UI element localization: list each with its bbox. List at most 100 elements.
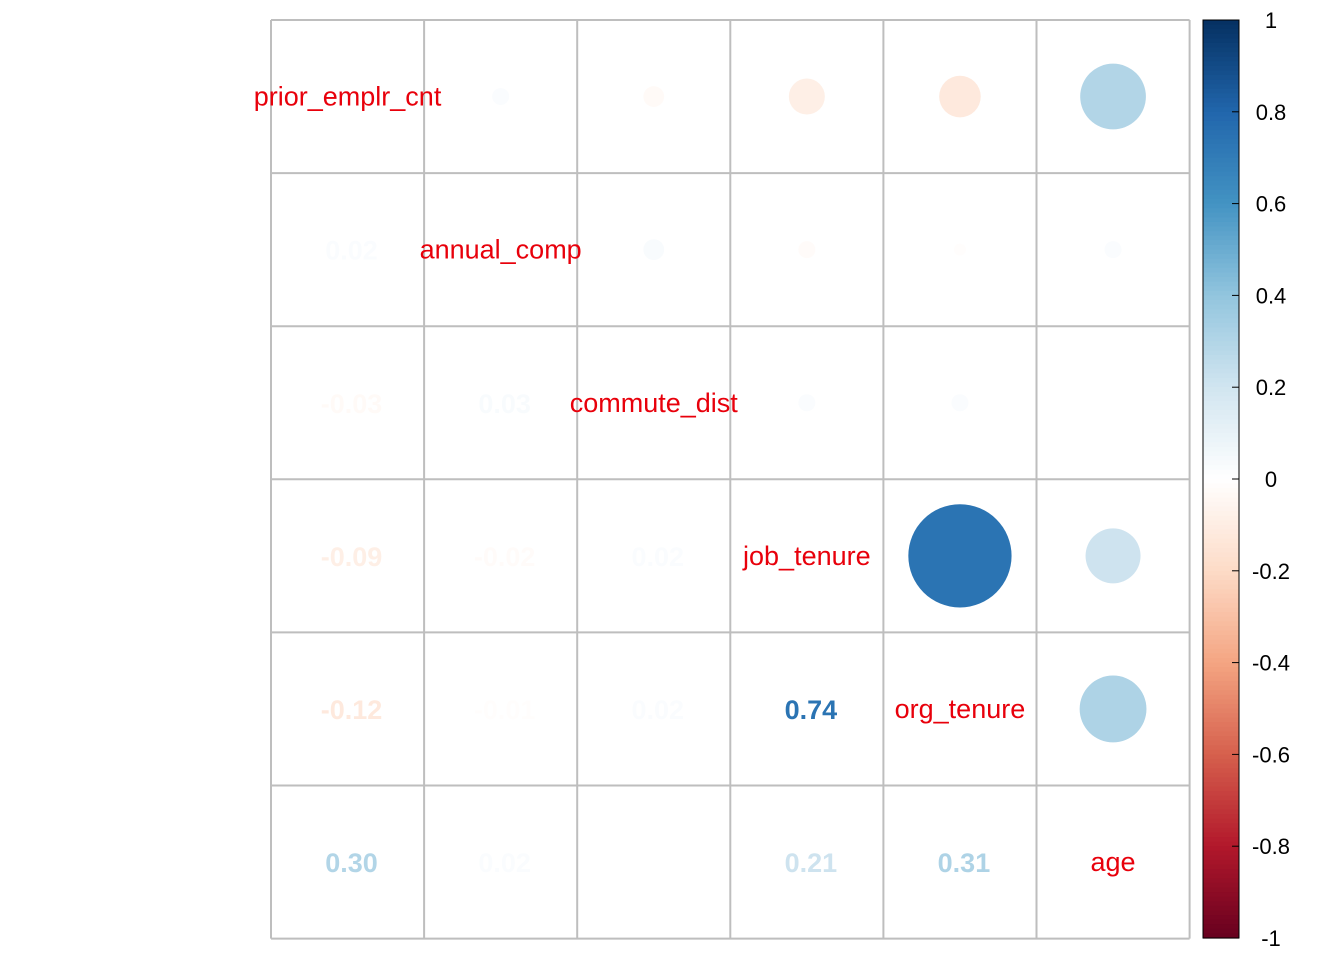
colorbar-segment xyxy=(1203,827,1239,834)
colorbar-segment xyxy=(1203,543,1239,549)
colorbar-segment xyxy=(1203,915,1239,921)
colorbar-segment xyxy=(1203,254,1239,260)
corr-value-org_tenure-annual_comp: -0.01 xyxy=(474,695,536,725)
colorbar-segment xyxy=(1203,42,1239,49)
colorbar-segment xyxy=(1203,286,1239,292)
colorbar-tick-label: -0.8 xyxy=(1252,834,1290,859)
colorbar-segment xyxy=(1203,621,1239,627)
cell-3-0 xyxy=(271,479,425,633)
colorbar-segment xyxy=(1203,809,1239,815)
colorbar-segment xyxy=(1203,919,1239,925)
colorbar-segment xyxy=(1203,722,1239,728)
cell-5-1 xyxy=(424,785,578,939)
colorbar-segment xyxy=(1203,212,1239,218)
colorbar-segment xyxy=(1203,850,1239,856)
colorbar-segment xyxy=(1203,332,1239,338)
colorbar-segment xyxy=(1203,341,1239,347)
colorbar-segment xyxy=(1203,694,1239,700)
corr-circle-annual_comp-age xyxy=(1104,241,1122,259)
corr-circle-job_tenure-org_tenure xyxy=(908,504,1012,608)
colorbar-segment xyxy=(1203,758,1239,765)
colorbar-segment xyxy=(1203,708,1239,714)
colorbar-segment xyxy=(1203,180,1239,186)
cell-4-1 xyxy=(424,632,578,786)
colorbar-tick-label: 0.2 xyxy=(1256,375,1287,400)
colorbar-segment xyxy=(1203,791,1239,797)
colorbar-segment xyxy=(1203,208,1239,214)
colorbar-segment xyxy=(1203,474,1239,480)
corr-circle-prior_emplr_cnt-commute_dist xyxy=(643,86,665,107)
colorbar-segment xyxy=(1203,561,1239,567)
colorbar-segment xyxy=(1203,405,1239,411)
cell-4-2 xyxy=(577,632,731,786)
colorbar-segment xyxy=(1203,579,1239,586)
corr-value-org_tenure-commute_dist: 0.02 xyxy=(631,695,684,725)
corr-value-org_tenure-prior_emplr_cnt: -0.12 xyxy=(321,695,383,725)
colorbar-segment xyxy=(1203,400,1239,407)
colorbar-tick-label: 0 xyxy=(1265,467,1277,492)
cell-3-1 xyxy=(424,479,578,633)
matrix-cells xyxy=(271,20,1190,939)
colorbar-segment xyxy=(1203,736,1239,742)
cell-4-4 xyxy=(883,632,1037,786)
colorbar-segment xyxy=(1203,846,1239,852)
diagonal-label-commute_dist: commute_dist xyxy=(570,388,739,418)
colorbar-segment xyxy=(1203,726,1239,733)
corr-circle-commute_dist-org_tenure xyxy=(951,394,969,412)
colorbar-segment xyxy=(1203,662,1239,668)
colorbar-segment xyxy=(1203,506,1239,512)
colorbar-segment xyxy=(1203,772,1239,778)
diagonal-label-annual_comp: annual_comp xyxy=(420,235,582,265)
colorbar-segment xyxy=(1203,589,1239,595)
cell-2-2 xyxy=(577,326,731,480)
colorbar-segment xyxy=(1203,249,1239,255)
colorbar-segment xyxy=(1203,226,1239,232)
colorbar-segment xyxy=(1203,763,1239,769)
colorbar-segment xyxy=(1203,396,1239,402)
colorbar-segment xyxy=(1203,855,1239,861)
colorbar-segment xyxy=(1203,75,1239,81)
colorbar-segment xyxy=(1203,676,1239,682)
colorbar-segment xyxy=(1203,267,1239,274)
colorbar-segment xyxy=(1203,690,1239,696)
colorbar-segment xyxy=(1203,176,1239,182)
colorbar-segment xyxy=(1203,667,1239,673)
colorbar-segment xyxy=(1203,79,1239,85)
colorbar: 1 0.8 0.6 0.4 0.2 0 -0.2 -0.4 -0.6 -0.8 -1 xyxy=(1202,8,1290,951)
corr-circle-prior_emplr_cnt-org_tenure xyxy=(939,75,981,118)
colorbar-segment xyxy=(1203,818,1239,824)
colorbar-segment xyxy=(1203,612,1239,618)
colorbar-segment xyxy=(1203,350,1239,356)
colorbar-tick-label: 0.6 xyxy=(1256,192,1287,217)
colorbar-segment xyxy=(1203,777,1239,783)
colorbar-tick-label: -0.2 xyxy=(1252,559,1290,584)
colorbar-segment xyxy=(1203,910,1239,916)
colorbar-segment xyxy=(1203,258,1239,264)
colorbar-segment xyxy=(1203,221,1239,228)
colorbar-segment xyxy=(1203,644,1239,650)
colorbar-segment xyxy=(1203,483,1239,489)
colorbar-segment xyxy=(1203,584,1239,590)
colorbar-segment xyxy=(1203,501,1239,508)
colorbar-segment xyxy=(1203,231,1239,237)
cell-4-0 xyxy=(271,632,425,786)
colorbar-segment xyxy=(1203,648,1239,655)
colorbar-segment xyxy=(1203,382,1239,388)
colorbar-segment xyxy=(1203,313,1239,319)
colorbar-segment xyxy=(1203,102,1239,108)
colorbar-segment xyxy=(1203,171,1239,177)
cell-5-5 xyxy=(1036,785,1190,939)
corr-value-age-org_tenure: 0.31 xyxy=(938,848,991,878)
colorbar-segment xyxy=(1203,488,1239,494)
colorbar-segment xyxy=(1203,217,1239,223)
colorbar-segment xyxy=(1203,529,1239,535)
colorbar-segment xyxy=(1203,134,1239,140)
colorbar-segment xyxy=(1203,781,1239,788)
colorbar-segment xyxy=(1203,469,1239,476)
colorbar-segment xyxy=(1203,47,1239,53)
corr-circle-prior_emplr_cnt-age xyxy=(1080,63,1146,130)
colorbar-segment xyxy=(1203,162,1239,168)
colorbar-segment xyxy=(1203,630,1239,636)
colorbar-segment xyxy=(1203,460,1239,466)
matrix-marks: prior_emplr_cnt 0.02 annual_comp -0.03 0.03 c… xyxy=(254,63,1147,878)
